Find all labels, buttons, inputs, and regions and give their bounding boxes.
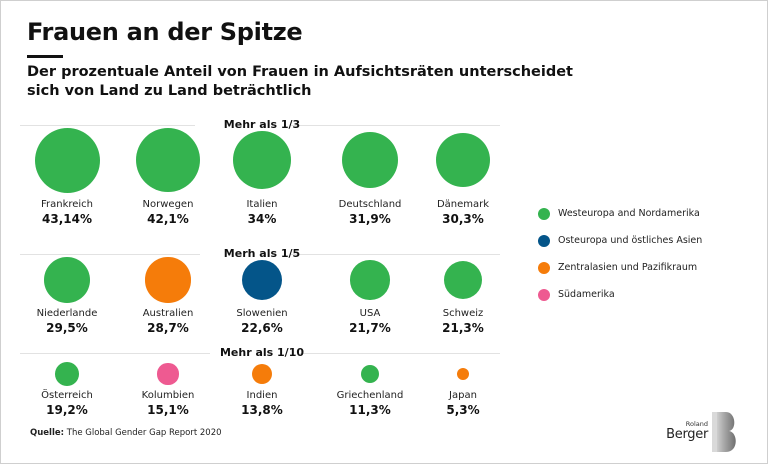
country-label: Griechenland (336, 390, 404, 401)
bubble (44, 257, 90, 303)
country-label: Slowenien (236, 308, 288, 319)
tier-label: Mehr als 1/10 (219, 346, 305, 359)
value-label: 43,14% (42, 212, 92, 226)
tier-label: Merh als 1/5 (223, 247, 301, 260)
country-label: Japan (449, 390, 477, 401)
bubble (157, 363, 179, 385)
tier-divider (20, 125, 195, 126)
legend-swatch (538, 208, 550, 220)
source-text: The Global Gender Gap Report 2020 (64, 428, 222, 438)
tier-divider (290, 125, 500, 126)
country-label: Norwegen (142, 199, 194, 210)
tier-divider (290, 254, 500, 255)
country-label: Schweiz (442, 308, 484, 319)
country-label: Frankreich (40, 199, 94, 210)
source-note: Quelle: The Global Gender Gap Report 202… (30, 428, 222, 438)
logo-berger-text: Berger (666, 427, 708, 442)
bubble (456, 367, 470, 381)
bubble (443, 260, 483, 300)
value-label: 5,3% (446, 403, 480, 417)
country-label: Indien (246, 390, 278, 401)
country-label: Deutschland (338, 199, 402, 210)
legend-label: Zentralasien und Pazifikraum (558, 262, 698, 273)
value-label: 28,7% (147, 321, 189, 335)
value-label: 15,1% (147, 403, 189, 417)
bubble (55, 362, 79, 386)
value-label: 13,8% (241, 403, 283, 417)
country-label: Österreich (41, 390, 93, 401)
legend-label: Südamerika (558, 289, 615, 300)
country-label: Australien (142, 308, 194, 319)
country-label: Italien (246, 199, 278, 210)
legend-swatch (538, 289, 550, 301)
bubble (242, 260, 282, 300)
value-label: 29,5% (46, 321, 88, 335)
bubble (342, 132, 398, 188)
source-label: Quelle: (30, 428, 65, 438)
value-label: 31,9% (349, 212, 391, 226)
value-label: 34% (247, 212, 277, 226)
bubble (251, 363, 273, 385)
tier-label: Mehr als 1/3 (223, 118, 301, 131)
logo-roland-text: Roland (685, 420, 708, 428)
legend-label: Osteuropa und östliches Asien (558, 235, 703, 246)
bubble (233, 131, 291, 189)
bubble (135, 127, 201, 193)
country-label: Kolumbien (141, 390, 195, 401)
value-label: 30,3% (442, 212, 484, 226)
value-label: 21,3% (442, 321, 484, 335)
tier-divider (20, 254, 200, 255)
value-label: 42,1% (147, 212, 189, 226)
chart-title: Frauen an der Spitze (27, 18, 303, 46)
title-underline (27, 55, 63, 58)
chart-subtitle: Der prozentuale Anteil von Frauen in Auf… (27, 64, 573, 99)
value-label: 21,7% (349, 321, 391, 335)
roland-berger-logo: Roland Berger (666, 410, 746, 454)
legend-label: Westeuropa and Nordamerika (558, 208, 700, 219)
country-label: Niederlande (36, 308, 98, 319)
bubble (145, 257, 191, 303)
tier-divider (300, 353, 500, 354)
legend-swatch (538, 235, 550, 247)
value-label: 19,2% (46, 403, 88, 417)
bubble (360, 364, 380, 384)
bubble (350, 260, 390, 300)
country-label: Dänemark (436, 199, 490, 210)
tier-divider (20, 353, 210, 354)
logo-b-icon (712, 412, 736, 452)
bubble (435, 132, 491, 188)
legend-swatch (538, 262, 550, 274)
value-label: 22,6% (241, 321, 283, 335)
value-label: 11,3% (349, 403, 391, 417)
bubble (34, 127, 100, 193)
country-label: USA (359, 308, 381, 319)
